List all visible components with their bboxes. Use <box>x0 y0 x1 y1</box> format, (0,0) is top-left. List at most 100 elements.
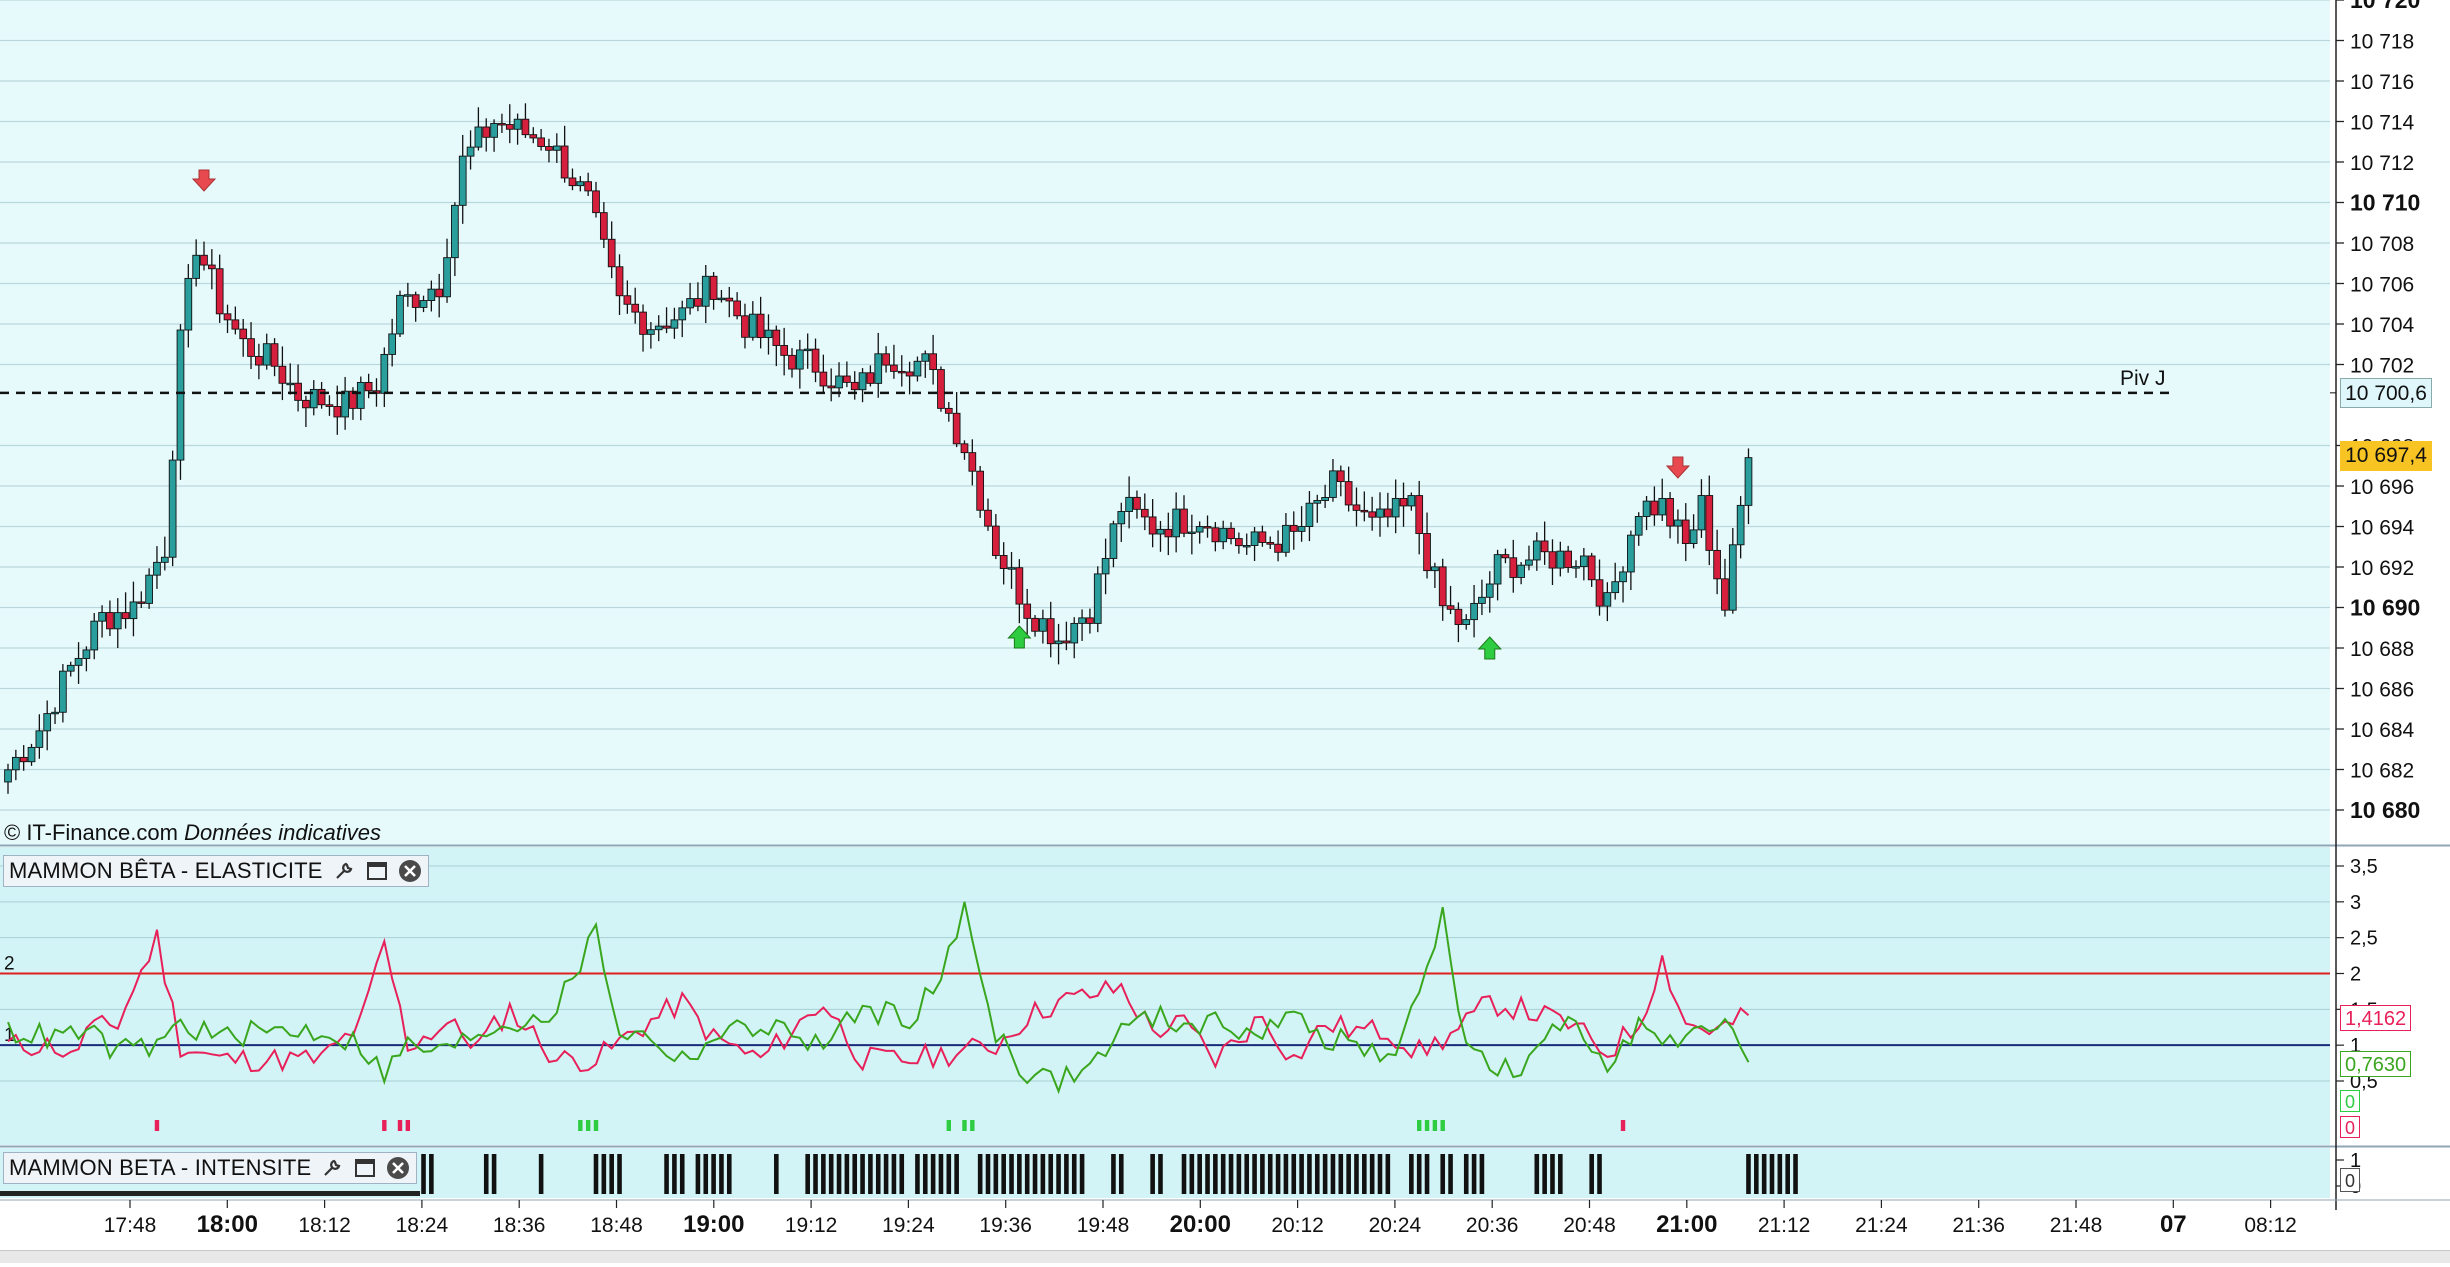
candle-body <box>1015 567 1024 605</box>
candle-body <box>19 756 28 763</box>
candle <box>741 303 749 349</box>
candle <box>4 763 12 794</box>
candle <box>835 362 843 398</box>
intensity-bar <box>1440 1154 1446 1194</box>
candle-body <box>1478 596 1486 604</box>
candle <box>607 221 616 279</box>
candle <box>686 282 694 315</box>
candle <box>1321 484 1329 509</box>
price-tick-label: 10 686 <box>2350 679 2414 702</box>
candle-body <box>11 756 20 771</box>
candle-body <box>1219 527 1228 543</box>
candle-body <box>1485 583 1494 598</box>
candle-body <box>1666 498 1674 527</box>
intensity-bar <box>1158 1154 1163 1194</box>
candle-body <box>270 343 279 367</box>
candle <box>545 138 553 163</box>
window-icon[interactable] <box>365 859 389 883</box>
candle-body <box>1431 566 1439 572</box>
close-icon[interactable] <box>398 859 422 883</box>
candle-body <box>1062 640 1071 644</box>
intensity-bar <box>1032 1154 1038 1194</box>
candle <box>827 368 836 402</box>
intensity-bar <box>1542 1154 1547 1194</box>
pivot-price-box: 10 700,6 <box>2340 378 2432 408</box>
candle <box>278 346 287 401</box>
candle <box>1517 562 1525 585</box>
candle-body <box>1203 526 1212 529</box>
candle-body <box>137 601 146 604</box>
intensity-bar <box>1307 1154 1312 1194</box>
candle <box>1478 579 1486 616</box>
elasticity-signal-mark <box>578 1120 583 1131</box>
intensity-bar <box>930 1154 936 1194</box>
candle <box>764 314 773 355</box>
candle-body <box>1650 500 1659 516</box>
elasticity-tick-label: 2 <box>2350 964 2361 986</box>
candle <box>803 333 812 369</box>
candle-body <box>1250 531 1259 546</box>
candle <box>905 361 914 395</box>
window-icon[interactable] <box>353 1156 377 1180</box>
candle <box>1070 617 1079 659</box>
candle-body <box>262 343 271 366</box>
candle <box>396 290 404 337</box>
candle-body <box>631 303 640 313</box>
candle-body <box>1023 603 1032 619</box>
price-tick-label: 10 688 <box>2350 638 2414 661</box>
candle <box>1148 499 1157 548</box>
intensity-bar <box>1064 1154 1069 1194</box>
candle <box>1266 536 1275 549</box>
candle <box>631 287 640 324</box>
intensity-panel-tag[interactable]: MAMMON BETA - INTENSITE <box>3 1152 418 1184</box>
candle-body <box>1125 496 1133 512</box>
wrench-icon[interactable] <box>320 1156 344 1180</box>
candle-body <box>82 649 91 659</box>
intensity-bar <box>609 1154 614 1194</box>
intensity-bar <box>1009 1154 1014 1194</box>
axis-bg <box>2330 0 2450 1250</box>
price-tick-label: 10 680 <box>2350 797 2420 823</box>
price-panel-bg <box>0 0 2330 845</box>
candle-body <box>59 670 67 713</box>
candle-body <box>380 353 389 394</box>
candle <box>788 348 796 378</box>
candle-body <box>1164 528 1173 538</box>
time-tick-label: 07 <box>2160 1211 2187 1238</box>
price-tick-label: 10 706 <box>2350 274 2414 297</box>
candle <box>411 291 420 322</box>
candle-body <box>1517 564 1525 578</box>
candle-body <box>1470 602 1478 621</box>
candle <box>1282 513 1290 557</box>
candle <box>819 354 828 393</box>
time-tick-label: 19:24 <box>882 1214 935 1237</box>
candle <box>1007 552 1016 589</box>
intensity-bar <box>1283 1154 1289 1194</box>
candle <box>1360 491 1369 522</box>
intensity-bar <box>1252 1154 1257 1194</box>
sell-signal-arrow <box>1665 456 1691 479</box>
elasticity-panel-tag[interactable]: MAMMON BÊTA - ELASTICITE <box>3 855 429 887</box>
candle <box>482 118 491 152</box>
candle-body <box>98 612 106 622</box>
candle <box>309 380 318 416</box>
candle <box>968 439 977 486</box>
candle <box>1431 562 1439 588</box>
candle-body <box>1579 555 1588 568</box>
intensity-bar <box>813 1154 818 1194</box>
intensity-bar <box>1181 1154 1187 1194</box>
time-tick-label: 21:36 <box>1952 1214 2005 1237</box>
candle-body <box>686 298 694 309</box>
intensity-bar <box>993 1154 999 1194</box>
time-tick-label: 20:24 <box>1369 1214 1422 1237</box>
last-price-box: 10 697,4 <box>2340 441 2432 471</box>
intensity-bar <box>1377 1154 1383 1194</box>
candle <box>427 280 436 312</box>
wrench-icon[interactable] <box>332 859 356 883</box>
candle <box>694 282 702 312</box>
intensity-bar <box>1322 1154 1328 1194</box>
time-tick-label: 19:00 <box>683 1211 744 1238</box>
candle <box>1736 496 1745 559</box>
close-icon[interactable] <box>386 1156 410 1180</box>
candle-body <box>1078 617 1086 624</box>
